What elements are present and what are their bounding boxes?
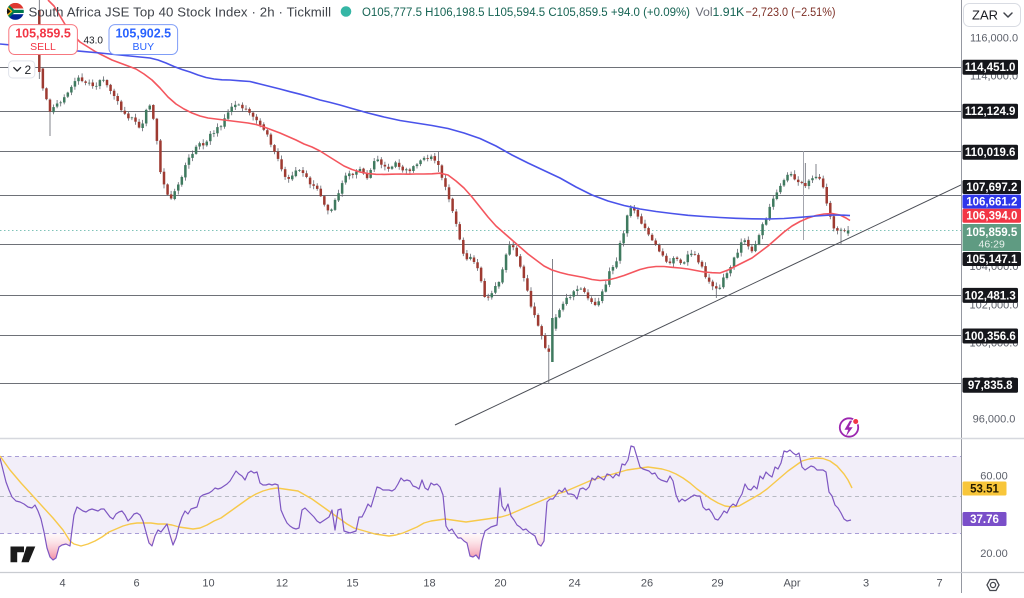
svg-text:26: 26 [641,578,653,590]
svg-text:105,859.5: 105,859.5 [15,27,71,41]
svg-text:60.00: 60.00 [980,471,1008,483]
svg-text:106,394.0: 106,394.0 [966,211,1017,223]
svg-text:102,481.3: 102,481.3 [965,290,1016,302]
svg-text:7: 7 [936,578,942,590]
svg-text:4: 4 [59,578,65,590]
svg-text:96,000.0: 96,000.0 [973,414,1016,426]
svg-text:46:29: 46:29 [979,239,1005,251]
svg-text:20: 20 [494,578,506,590]
svg-text:BUY: BUY [133,41,155,53]
svg-text:1.91: 1.91 [713,5,737,19]
svg-text:SELL: SELL [30,41,56,53]
svg-text:ZAR: ZAR [972,8,998,23]
svg-text:O105,777.5 H106,198.5 L105,5: O105,777.5 H106,198.5 L105,594.5 C105,85… [362,5,690,19]
svg-text:97,835.8: 97,835.8 [968,380,1013,392]
svg-text:10: 10 [202,578,214,590]
svg-text:43.0: 43.0 [83,36,103,47]
svg-text:−2,723.0 (−2.51%): −2,723.0 (−2.51%) [746,5,836,19]
svg-text:24: 24 [568,578,580,590]
svg-text:15: 15 [346,578,358,590]
svg-text:18: 18 [423,578,435,590]
svg-text:105,859.5: 105,859.5 [966,227,1018,239]
svg-text:Vol: Vol [696,5,713,19]
svg-text:2: 2 [25,63,32,77]
svg-text:20.00: 20.00 [980,548,1008,560]
svg-text:3: 3 [863,578,869,590]
svg-text:112,124.9: 112,124.9 [965,106,1016,118]
svg-text:K: K [736,5,745,19]
svg-text:100,356.6: 100,356.6 [965,331,1016,343]
svg-text:12: 12 [276,578,288,590]
svg-text:110,019.6: 110,019.6 [965,147,1016,159]
svg-text:114,451.0: 114,451.0 [965,62,1016,74]
svg-text:53.51: 53.51 [970,483,999,495]
svg-text:116,000.0: 116,000.0 [970,32,1018,44]
svg-text:106,661.2: 106,661.2 [966,197,1017,209]
svg-text:105,902.5: 105,902.5 [115,27,171,41]
svg-text:Apr: Apr [783,578,800,590]
svg-text:37.76: 37.76 [970,514,999,526]
svg-text:South Africa JSE Top 40 Stock: South Africa JSE Top 40 Stock Index · 2h… [29,5,332,20]
svg-text:105,147.1: 105,147.1 [966,254,1018,266]
svg-text:6: 6 [133,578,139,590]
svg-text:107,697.2: 107,697.2 [966,182,1017,194]
svg-text:29: 29 [711,578,723,590]
